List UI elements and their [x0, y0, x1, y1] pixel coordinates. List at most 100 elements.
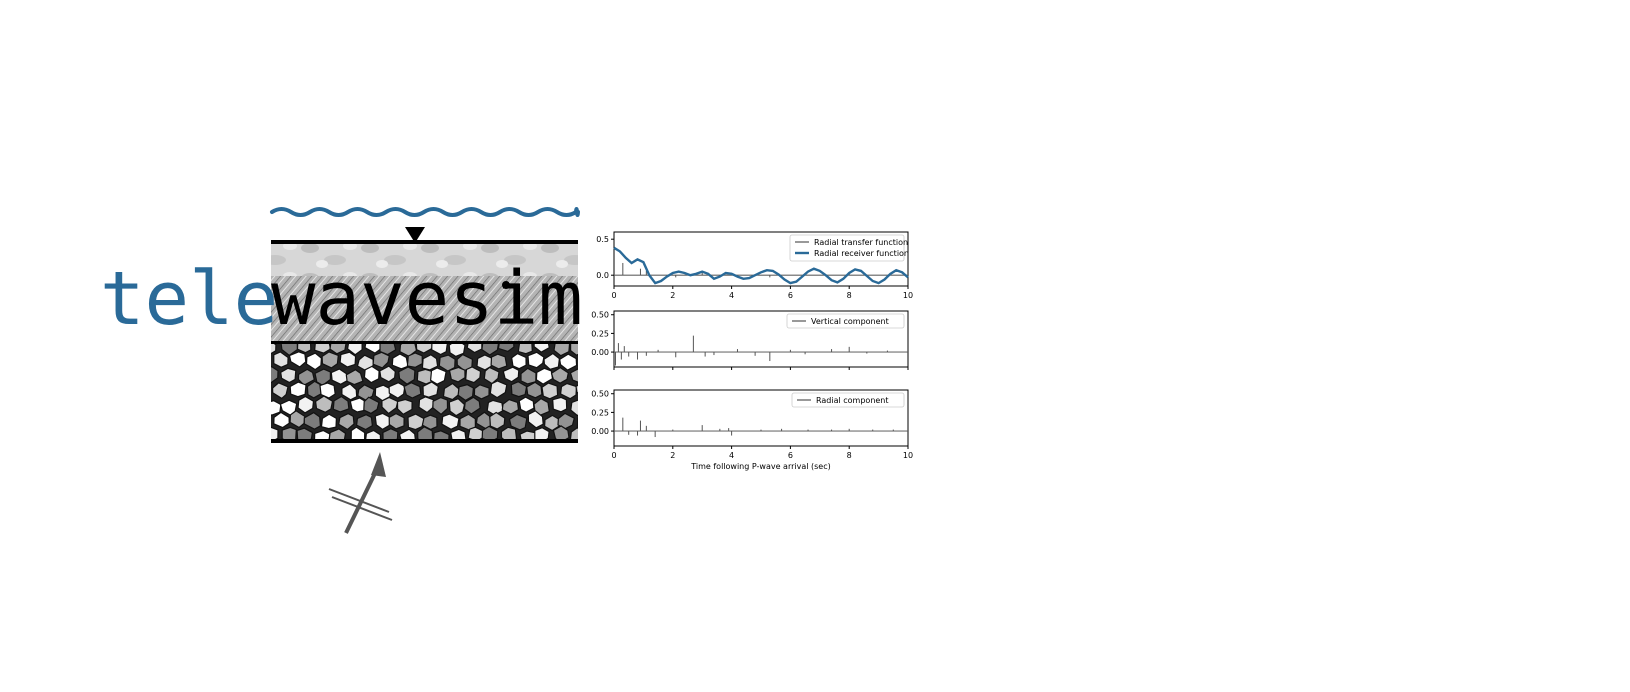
rock-cell — [569, 368, 578, 383]
arrow-icon — [328, 452, 393, 534]
rock-cell — [421, 414, 438, 431]
rock-cell — [508, 413, 528, 431]
axes-frame — [613, 231, 909, 287]
rock-cell — [481, 425, 499, 440]
x-tick-label: 0 — [611, 291, 616, 300]
x-tick-label: 10 — [903, 291, 913, 300]
x-tick-label: 8 — [847, 451, 852, 460]
rock-cell — [388, 412, 405, 430]
rock-cell — [463, 396, 481, 415]
rock-cell — [321, 351, 339, 369]
water-surface-wave — [270, 207, 580, 217]
rock-cell — [289, 410, 306, 429]
rock-cell — [429, 367, 447, 385]
rock-cell — [281, 426, 297, 440]
y-tick-label: 0.50 — [591, 311, 609, 320]
rock-cell — [421, 354, 439, 371]
rock-cell — [466, 344, 483, 354]
rock-cell — [489, 380, 508, 399]
rock-cell — [296, 344, 312, 354]
top-boundary-line — [271, 240, 578, 244]
x-tick-label: 10 — [903, 451, 913, 460]
rock-cell — [535, 367, 554, 385]
rock-cell — [534, 427, 550, 440]
legend-label: Vertical component — [811, 317, 889, 326]
rock-cell — [379, 365, 396, 383]
rock-cell — [497, 344, 515, 353]
rock-cell — [432, 430, 450, 440]
rock-cell — [363, 365, 380, 384]
rock-cell — [319, 382, 336, 399]
rock-cell — [511, 352, 527, 370]
logo-suffix-text: wavesim — [271, 256, 583, 342]
rock-cell — [365, 429, 382, 440]
receiver-function-line — [613, 246, 909, 285]
x-tick-label: 6 — [788, 451, 793, 460]
rock-cell — [271, 344, 277, 355]
legend-label: Radial receiver function — [814, 249, 909, 258]
rock-cell — [339, 351, 357, 368]
rock-cell — [382, 428, 399, 440]
rock-cell — [465, 366, 482, 384]
rock-cell — [305, 352, 323, 371]
x-tick-label: 2 — [670, 291, 675, 300]
rock-cell — [417, 426, 434, 440]
legend-box — [786, 313, 905, 329]
bottom-boundary-line — [271, 439, 578, 443]
rock-cell — [346, 344, 363, 356]
rock-cell — [363, 396, 380, 415]
y-tick-label: 0.0 — [596, 271, 609, 280]
rock-cell — [559, 353, 578, 371]
rock-cell — [501, 398, 520, 415]
rock-cell — [576, 417, 578, 429]
rock-cell — [314, 344, 332, 354]
y-tick-label: 0.5 — [596, 235, 609, 244]
rock-cell — [271, 382, 289, 400]
axes-frame — [613, 389, 909, 447]
hatched-layer — [271, 276, 578, 342]
rock-cell — [303, 411, 322, 430]
rock-cell — [450, 428, 467, 440]
rock-cell — [391, 353, 409, 370]
rock-cell — [517, 344, 533, 355]
rock-cell — [296, 427, 314, 440]
rock-cell — [541, 382, 559, 400]
x-tick-label: 0 — [611, 451, 616, 460]
legend-box — [791, 392, 905, 408]
rock-cell — [396, 398, 413, 416]
rock-cell — [398, 428, 417, 440]
rock-cell — [330, 368, 349, 385]
rock-cell — [328, 428, 347, 440]
legend-label: Radial component — [816, 396, 889, 405]
rock-cell — [432, 396, 449, 416]
rock-cell — [553, 344, 571, 357]
rock-cell — [431, 344, 448, 356]
mottled-layer — [271, 244, 578, 276]
x-tick-label: 8 — [847, 291, 852, 300]
rock-cell — [329, 344, 347, 355]
rock-cell — [271, 426, 279, 440]
rock-cell — [448, 344, 466, 358]
x-tick-label: 4 — [729, 451, 734, 460]
rock-cell — [438, 354, 456, 372]
rock-cell — [569, 344, 578, 356]
triangle-down-icon — [405, 227, 425, 243]
rock-cell — [520, 367, 537, 385]
y-tick-label: 0.25 — [591, 329, 609, 338]
rock-cell — [314, 395, 334, 413]
rock-cell — [552, 396, 568, 413]
rock-cell — [288, 351, 307, 368]
rock-cell — [502, 366, 520, 383]
rock-cell — [526, 381, 543, 399]
rock-cell — [403, 382, 422, 399]
rock-cell — [332, 395, 350, 413]
rock-cell — [575, 384, 578, 394]
rock-cell — [415, 344, 435, 354]
rock-cell — [533, 344, 550, 353]
rock-cell — [364, 344, 382, 354]
x-tick-label: 2 — [670, 451, 675, 460]
middle-boundary-line — [271, 341, 578, 345]
